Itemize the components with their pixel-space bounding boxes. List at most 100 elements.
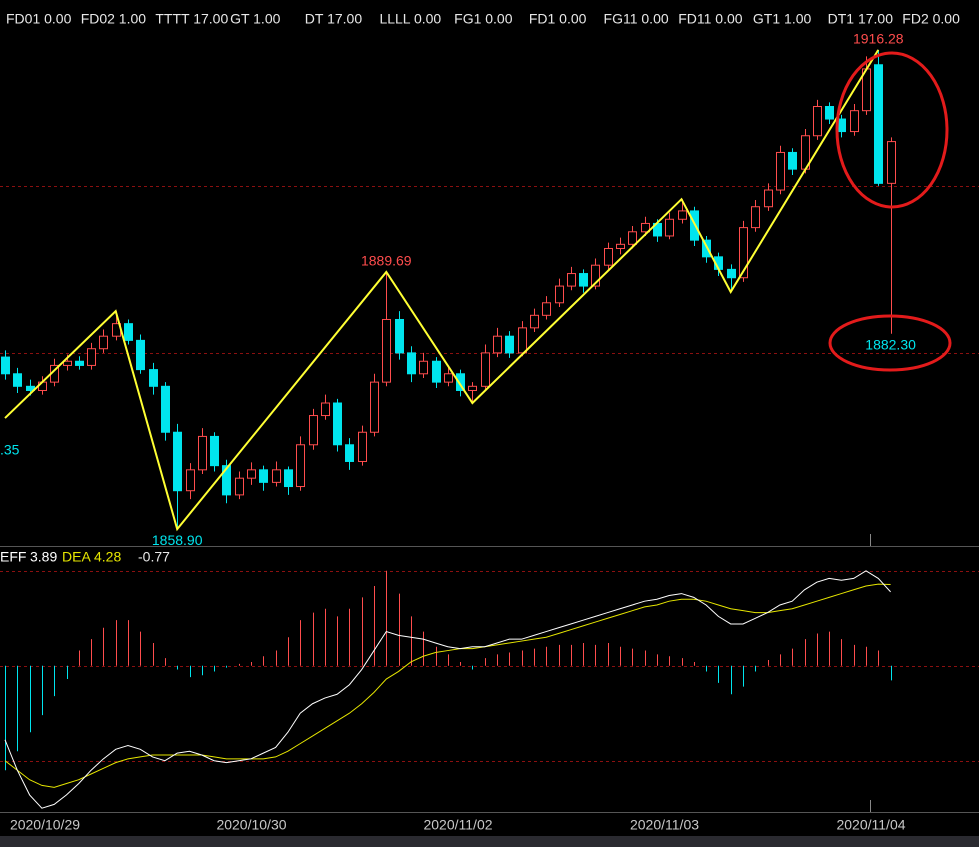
candle-body [321, 402, 330, 417]
x-axis: 2020/10/29 2020/10/30 2020/11/02 2020/11/03… [10, 817, 906, 833]
candle-body [63, 360, 72, 366]
candle-body [887, 141, 896, 184]
candle-body [173, 431, 182, 492]
zigzag-line [4, 49, 880, 532]
candle-body [149, 369, 158, 387]
candle-body [727, 268, 736, 279]
candle-body [235, 477, 244, 496]
indicator-value: DT 17.00 [305, 11, 363, 27]
candle-body [579, 273, 588, 287]
candle-body [505, 335, 514, 354]
candle-body [222, 465, 231, 496]
candle-body [874, 64, 883, 184]
candle-body [136, 339, 145, 371]
indicator-value: FG11 0.00 [604, 11, 669, 27]
candle-body [678, 210, 687, 220]
candle-body [370, 381, 379, 433]
price-annotation: 1889.69 [361, 253, 412, 269]
levels [0, 186, 979, 354]
indicator-value: FD02 1.00 [81, 11, 147, 27]
candle-body [751, 206, 760, 229]
highlight-ellipse [835, 51, 949, 209]
x-tick-label: 2020/11/03 [630, 817, 699, 833]
candle-body [530, 314, 539, 329]
candle-body [296, 444, 305, 488]
candle-body [161, 385, 170, 433]
status-strip [0, 836, 979, 847]
candle-body [333, 402, 342, 446]
candle-body [456, 373, 465, 391]
candle-body [358, 431, 367, 462]
candle-body [518, 327, 527, 354]
indicator-value: LLLL 0.00 [379, 11, 441, 27]
candle-body [542, 302, 551, 316]
candle-body [850, 110, 859, 133]
candle-body [481, 352, 490, 387]
candle-body [395, 318, 404, 354]
candle-body [124, 323, 133, 341]
candle-body [788, 151, 797, 170]
candle-body [604, 247, 613, 266]
price-annotation: 1858.90 [152, 532, 203, 548]
edge-label: .35 [0, 442, 20, 458]
candle-body [444, 373, 453, 383]
indicator-value: FD1 0.00 [529, 11, 587, 27]
indicator-value: GT1 1.00 [753, 11, 812, 27]
candle-body [591, 264, 600, 287]
indicator-value: FD11 0.00 [678, 11, 743, 27]
indicator-value: TTTT 17.00 [155, 11, 228, 27]
candle-body [813, 106, 822, 137]
macd-legend: EFF [0, 549, 26, 565]
candle-body [198, 435, 207, 471]
candle-body [567, 273, 576, 287]
candle-body [776, 151, 785, 191]
candle-body [345, 444, 354, 462]
candle-body [665, 218, 674, 237]
candle-body [382, 318, 391, 383]
candle-body [284, 469, 293, 488]
indicator-value: DT1 17.00 [828, 11, 894, 27]
candle-body [259, 469, 268, 483]
price-annotation: 1882.30 [865, 336, 916, 352]
header: FD01 0.00 FD02 1.00 TTTT 17.00 GT 1.00 DT 17… [6, 11, 960, 27]
indicator-value: FG1 0.00 [454, 11, 513, 27]
candle-body [419, 360, 428, 375]
candle-body [87, 348, 96, 366]
indicator-value: FD01 0.00 [6, 11, 72, 27]
candle-body [702, 239, 711, 258]
x-tick-label: 2020/10/30 [216, 817, 286, 833]
diff-line [4, 570, 891, 809]
candles [1, 49, 896, 530]
candle-body [210, 435, 219, 467]
candle-body [628, 231, 637, 245]
candle-body [309, 415, 318, 446]
highlight-ellipse [828, 314, 952, 372]
x-tick-label: 2020/10/29 [10, 817, 80, 833]
candle-body [616, 243, 625, 249]
macd-legend: DEA [62, 549, 91, 565]
candle-body [764, 189, 773, 208]
candle-body [272, 469, 281, 483]
candle-body [825, 106, 834, 120]
macd-legend: 4.28 [94, 549, 121, 565]
candle-body [99, 335, 108, 350]
candle-body [468, 385, 477, 391]
candle-body [13, 373, 22, 387]
candle-body [739, 227, 748, 279]
indicator-value: FD2 0.00 [902, 11, 960, 27]
candle-body [493, 335, 502, 354]
candle-body [247, 469, 256, 479]
price-annotation: 1916.28 [853, 31, 904, 47]
candle-body [186, 469, 195, 492]
x-tick-label: 2020/11/02 [423, 817, 492, 833]
candle-body [1, 356, 10, 375]
overlay: 1916.28 1889.69 1858.90 1882.30 .35 [0, 31, 916, 548]
indicator-value: GT 1.00 [230, 11, 281, 27]
candle-body [555, 285, 564, 304]
macd-panel: EFF 3.89 DEA 4.28 -0.77 [0, 549, 979, 809]
candle-body [75, 360, 84, 366]
candle-body [432, 360, 441, 383]
x-tick-label: 2020/11/04 [836, 817, 905, 833]
